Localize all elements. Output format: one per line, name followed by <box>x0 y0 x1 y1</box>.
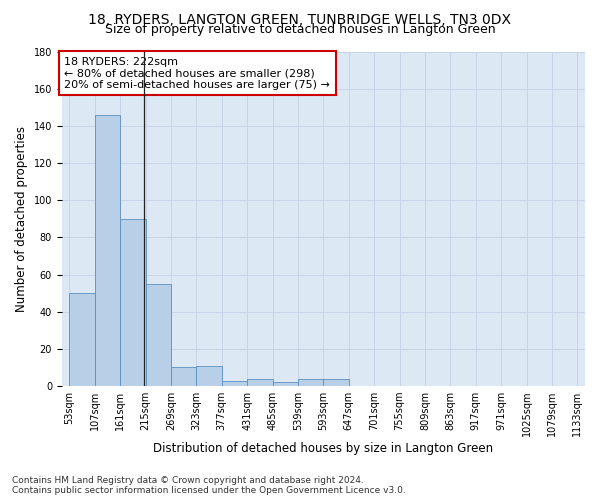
Bar <box>120 219 146 386</box>
Bar <box>222 380 247 386</box>
Text: Size of property relative to detached houses in Langton Green: Size of property relative to detached ho… <box>104 22 496 36</box>
Text: 18, RYDERS, LANGTON GREEN, TUNBRIDGE WELLS, TN3 0DX: 18, RYDERS, LANGTON GREEN, TUNBRIDGE WEL… <box>89 12 511 26</box>
Bar <box>171 368 196 386</box>
Bar <box>247 378 272 386</box>
Bar <box>146 284 171 386</box>
Bar <box>323 378 349 386</box>
Bar <box>196 366 222 386</box>
Bar <box>95 114 120 386</box>
Text: Contains HM Land Registry data © Crown copyright and database right 2024.
Contai: Contains HM Land Registry data © Crown c… <box>12 476 406 495</box>
Text: 18 RYDERS: 222sqm
← 80% of detached houses are smaller (298)
20% of semi-detache: 18 RYDERS: 222sqm ← 80% of detached hous… <box>64 56 330 90</box>
Bar <box>298 378 323 386</box>
Bar <box>272 382 298 386</box>
Bar <box>70 293 95 386</box>
Y-axis label: Number of detached properties: Number of detached properties <box>15 126 28 312</box>
X-axis label: Distribution of detached houses by size in Langton Green: Distribution of detached houses by size … <box>154 442 493 455</box>
